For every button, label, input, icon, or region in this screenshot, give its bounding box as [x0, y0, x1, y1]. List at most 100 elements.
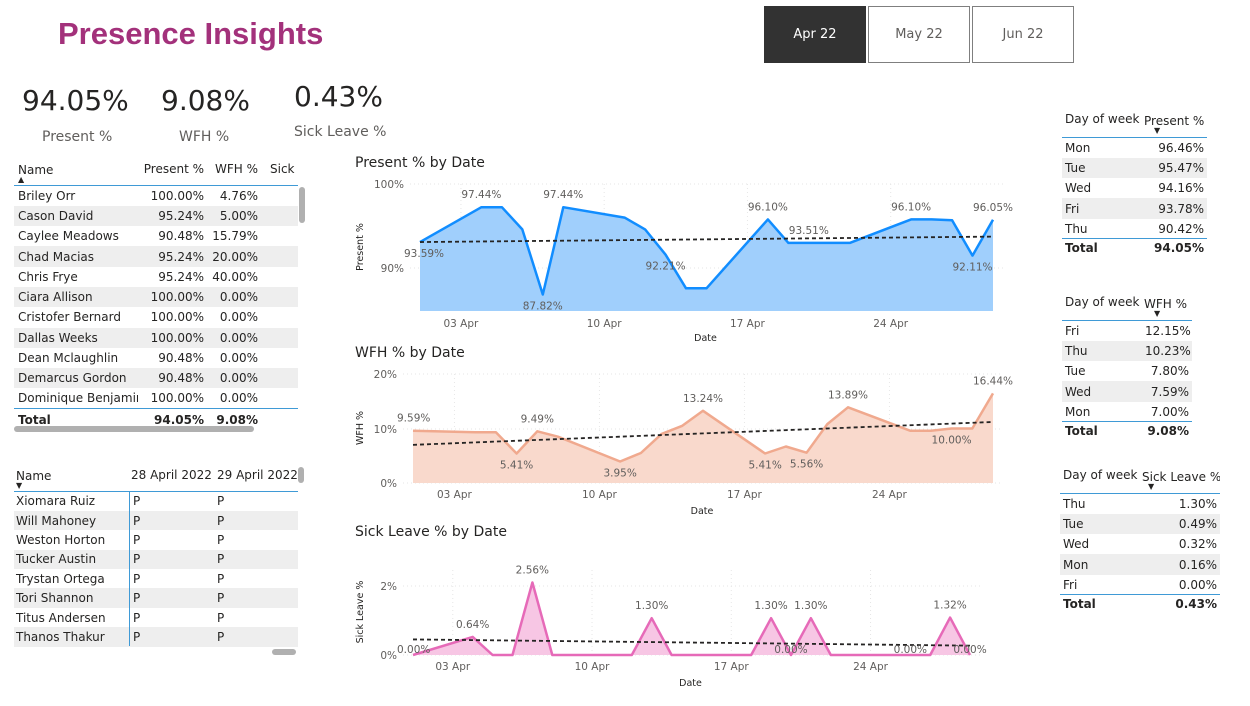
table-row[interactable]: Ciara Allison 100.00% 0.00%	[14, 286, 298, 308]
dow-row[interactable]: Tue 7.80%	[1062, 361, 1192, 381]
employee-table-hscroll[interactable]	[14, 426, 254, 432]
dow-wfh-table: Day of week WFH % ▼ Fri 12.15% Thu 10.23% Tue…	[1062, 293, 1192, 441]
dow-present-header-value[interactable]: Present % ▼	[1144, 113, 1205, 135]
dow-total-row: Total 9.08%	[1062, 421, 1192, 441]
month-button-apr[interactable]: Apr 22	[764, 6, 866, 63]
dow-row[interactable]: Mon 96.46%	[1062, 138, 1207, 158]
present-value: 100.00%	[150, 391, 204, 406]
dow-row[interactable]: Mon 0.16%	[1060, 554, 1220, 575]
matrix-hscroll[interactable]	[272, 649, 296, 655]
col-header-name[interactable]: Name ▲	[18, 162, 54, 184]
employee-name: Ciara Allison	[14, 286, 138, 308]
y-tick-label: 0%	[380, 478, 397, 490]
dow-value: 1.30%	[1178, 496, 1217, 511]
dow-sick-header-day[interactable]: Day of week	[1063, 468, 1138, 482]
matrix-row[interactable]: Tori Shannon P P	[14, 588, 298, 608]
month-button-may[interactable]: May 22	[868, 6, 970, 63]
matrix-row[interactable]: Tucker Austin P P	[14, 549, 298, 570]
data-label: 97.44%	[543, 189, 583, 201]
matrix-header-name[interactable]: Name ▼	[16, 468, 52, 490]
x-tick-label: 10 Apr	[582, 489, 618, 501]
matrix-header-date-2[interactable]: 29 April 2022	[217, 468, 298, 482]
table-row[interactable]: Cason David 95.24% 5.00%	[14, 205, 298, 227]
employee-name: Demarcus Gordon	[14, 368, 138, 389]
sick-value	[260, 205, 298, 227]
dow-sick-header-value[interactable]: Sick Leave % ▼	[1142, 469, 1220, 491]
employee-name: Dallas Weeks	[14, 327, 138, 348]
sick-by-date-chart: 0.00% 0.64% 2.56% 1.30% 1.30% 0.00% 1.30% 0.00%…	[355, 564, 987, 689]
chart-sick-title: Sick Leave % by Date	[355, 524, 507, 540]
month-button-jun[interactable]: Jun 22	[972, 6, 1074, 63]
present-value: 100.00%	[138, 286, 206, 308]
matrix-row[interactable]: Titus Andersen P P	[14, 608, 298, 627]
matrix-name: Tori Shannon	[14, 588, 129, 608]
dow-sick-table: Day of week Sick Leave % ▼ Thu 1.30% Tue 0.4…	[1060, 466, 1224, 614]
dow-present-table: Day of week Present % ▼ Mon 96.46% Tue 95.47…	[1062, 110, 1212, 258]
x-tick-label: 03 Apr	[437, 489, 473, 501]
dow-row[interactable]: Tue 95.47%	[1062, 157, 1207, 179]
dow-present-header-day[interactable]: Day of week	[1065, 112, 1140, 126]
matrix-row[interactable]: Weston Horton P P	[14, 530, 298, 549]
present-value: 100.00%	[138, 327, 206, 348]
table-row[interactable]: Chris Frye 95.24% 40.00%	[14, 267, 298, 287]
dow-day: Thu	[1065, 221, 1088, 236]
dow-wfh-header-day[interactable]: Day of week	[1065, 295, 1140, 309]
col-header-sick[interactable]: Sick	[270, 162, 295, 176]
matrix-vscroll[interactable]	[298, 467, 304, 483]
table-row[interactable]: Dominique Benjamin 100.00% 0.00%	[14, 388, 298, 408]
dow-value: 0.00%	[1178, 577, 1217, 592]
dow-row[interactable]: Thu 90.42%	[1062, 219, 1207, 239]
data-label: 1.32%	[933, 600, 966, 612]
dow-row[interactable]: Wed 7.59%	[1062, 381, 1192, 402]
employee-table-vscroll[interactable]	[299, 187, 305, 223]
data-label: 10.00%	[932, 435, 972, 447]
dow-row[interactable]: Thu 10.23%	[1062, 340, 1192, 362]
dow-day: Mon	[1065, 404, 1091, 419]
matrix-name: Xiomara Ruiz	[16, 494, 96, 509]
dow-row[interactable]: Tue 0.49%	[1060, 513, 1220, 535]
employee-name: Dominique Benjamin	[18, 391, 138, 406]
series-line	[412, 392, 995, 463]
employee-name: Cason David	[14, 205, 138, 227]
y-axis-label: WFH %	[355, 411, 366, 445]
table-row[interactable]: Dallas Weeks 100.00% 0.00%	[14, 327, 298, 348]
col-header-wfh[interactable]: WFH %	[214, 162, 258, 176]
table-row[interactable]: Cristofer Bernard 100.00% 0.00%	[14, 307, 298, 327]
dow-row[interactable]: Wed 0.32%	[1060, 534, 1220, 554]
matrix-row[interactable]: Thanos Thakur P P	[14, 627, 298, 647]
total-label: Total	[14, 408, 138, 432]
dow-row[interactable]: Mon 7.00%	[1062, 402, 1192, 422]
dow-day: Mon	[1060, 554, 1140, 575]
col-header-present[interactable]: Present %	[143, 162, 204, 176]
dow-day: Tue	[1062, 157, 1142, 179]
table-row[interactable]: Chad Macias 95.24% 20.00%	[14, 246, 298, 267]
matrix-row[interactable]: Trystan Ortega P P	[14, 569, 298, 588]
data-label: 9.59%	[397, 413, 430, 425]
employee-name: Caylee Meadows	[18, 229, 119, 244]
dow-row[interactable]: Wed 94.16%	[1062, 178, 1207, 198]
present-value: 90.48%	[138, 368, 206, 389]
data-label: 96.10%	[748, 201, 788, 213]
dow-row[interactable]: Fri 93.78%	[1062, 198, 1207, 219]
x-tick-label: 17 Apr	[730, 318, 766, 330]
sick-value	[260, 348, 298, 368]
wfh-value: 0.00%	[219, 310, 258, 325]
data-label: 13.89%	[828, 389, 868, 401]
matrix-status-2: P	[215, 510, 298, 531]
table-row[interactable]: Demarcus Gordon 90.48% 0.00%	[14, 368, 298, 389]
total-wfh: 9.08%	[206, 408, 260, 432]
matrix-header-date-1[interactable]: 28 April 2022	[131, 468, 212, 482]
table-row[interactable]: Dean Mclaughlin 90.48% 0.00%	[14, 348, 298, 368]
matrix-row[interactable]: Will Mahoney P P	[14, 510, 298, 531]
matrix-row[interactable]: Xiomara Ruiz P P	[14, 492, 298, 511]
dow-value: 12.15%	[1145, 323, 1191, 338]
dow-row[interactable]: Fri 12.15%	[1062, 321, 1192, 341]
dow-row[interactable]: Fri 0.00%	[1060, 575, 1220, 595]
table-row[interactable]: Caylee Meadows 90.48% 15.79%	[14, 226, 298, 246]
data-label: 96.10%	[891, 201, 931, 213]
dow-row[interactable]: Thu 1.30%	[1060, 494, 1220, 514]
table-row[interactable]: Briley Orr 100.00% 4.76%	[14, 186, 298, 206]
chart-wfh-title: WFH % by Date	[355, 345, 465, 361]
data-label: 3.95%	[603, 467, 636, 479]
dow-wfh-header-value[interactable]: WFH % ▼	[1144, 296, 1188, 318]
